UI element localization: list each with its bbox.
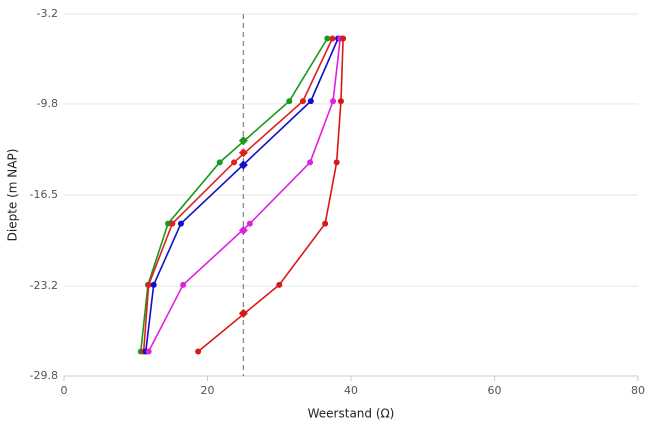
data-point [180, 281, 187, 288]
data-point [145, 281, 152, 288]
data-point [216, 159, 223, 166]
series-line [197, 38, 344, 353]
y-tick-label: -3.2 [37, 7, 58, 20]
data-point [276, 281, 283, 288]
data-point [324, 35, 331, 42]
y-tick-label: -23.2 [30, 279, 58, 292]
data-point [246, 220, 253, 227]
data-point [329, 35, 336, 42]
data-point [322, 220, 329, 227]
data-point [195, 348, 202, 355]
data-point [333, 159, 340, 166]
x-tick-label: 0 [61, 384, 68, 397]
data-point [177, 220, 184, 227]
y-tick-label: -29.8 [30, 369, 58, 382]
data-point [169, 220, 176, 227]
data-point [307, 159, 314, 166]
data-point [286, 98, 293, 105]
data-point [340, 35, 347, 42]
series-line [147, 38, 342, 352]
crossing-marker [238, 160, 248, 170]
x-axis-title: Weerstand (Ω) [308, 407, 395, 421]
crossing-marker [238, 148, 248, 158]
data-point [307, 98, 314, 105]
crossing-marker [238, 136, 248, 146]
x-tick-label: 80 [631, 384, 645, 397]
x-tick-label: 40 [344, 384, 358, 397]
crossing-marker [238, 225, 248, 235]
data-point [165, 220, 172, 227]
y-tick-label: -16.5 [30, 188, 58, 201]
x-tick-label: 20 [201, 384, 215, 397]
y-axis-title: Diepte (m NAP) [6, 149, 20, 242]
data-point [150, 281, 157, 288]
data-point [337, 98, 344, 105]
data-point [299, 98, 306, 105]
data-point [231, 159, 238, 166]
data-point [145, 348, 152, 355]
crossing-marker [238, 308, 248, 318]
x-tick-label: 60 [488, 384, 502, 397]
series-line [142, 38, 334, 352]
y-tick-label: -9.8 [37, 97, 58, 110]
series-line [139, 38, 329, 352]
data-point [330, 98, 337, 105]
